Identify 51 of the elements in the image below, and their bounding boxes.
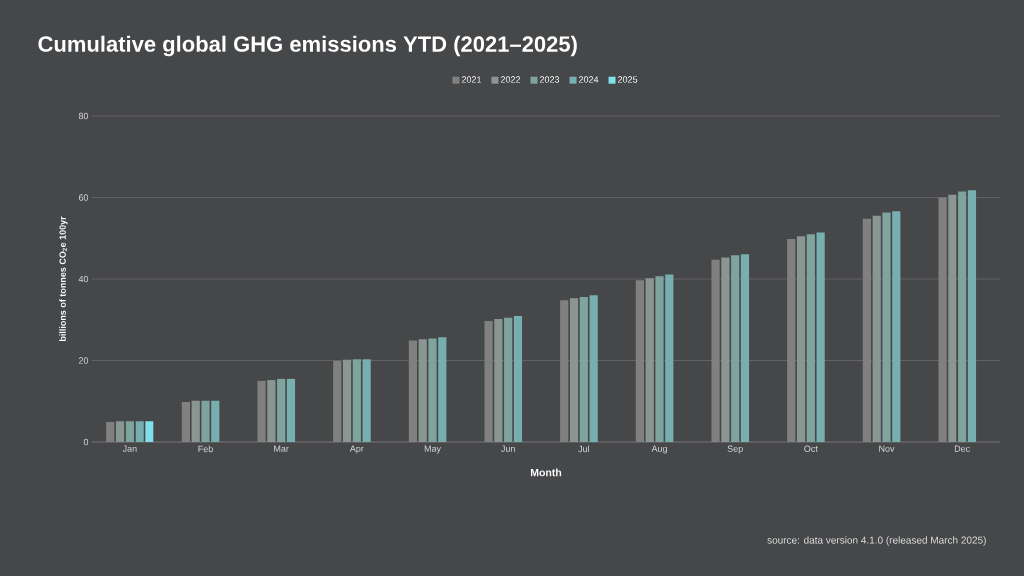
x-tick-label: Aug <box>651 445 667 454</box>
y-tick-label: 0 <box>83 438 89 446</box>
x-axis-title: Month <box>530 468 562 477</box>
bar <box>277 378 286 442</box>
bar <box>352 359 361 442</box>
source-note: source: data version 4.1.0 (released March 2025) <box>767 536 986 546</box>
x-tick-label: Mar <box>274 445 289 452</box>
bar <box>655 276 664 442</box>
bar <box>731 255 740 442</box>
x-tick-label: Jun <box>501 445 515 452</box>
legend-label: 2023 <box>539 76 560 83</box>
bar <box>892 211 901 442</box>
x-tick-label: Jan <box>122 445 137 452</box>
legend-label: 2022 <box>500 76 521 83</box>
x-tick-label: Oct <box>804 445 818 452</box>
bar <box>589 295 598 442</box>
chart-title: Cumulative global GHG emissions YTD (2021–2025) <box>38 35 577 57</box>
y-tick-label: 40 <box>78 275 89 283</box>
legend-label: 2024 <box>578 76 599 83</box>
x-tick-label: Sep <box>727 445 743 454</box>
legend-label: 2021 <box>461 76 482 83</box>
x-tick-label: Nov <box>879 445 895 452</box>
x-tick-label: Apr <box>349 445 364 454</box>
bar <box>504 317 513 442</box>
legend-label: 2025 <box>617 76 638 83</box>
x-tick-label: May <box>424 445 441 454</box>
bar <box>806 234 815 442</box>
y-tick-label: 20 <box>78 357 89 364</box>
bar <box>740 254 750 442</box>
x-tick-label: Dec <box>954 445 970 452</box>
bar <box>286 378 296 442</box>
y-tick-label: 60 <box>78 194 89 201</box>
bar <box>967 190 977 442</box>
bar <box>665 274 674 442</box>
bar <box>816 232 825 442</box>
bar <box>201 400 210 442</box>
bar <box>958 191 967 442</box>
y-tick-label: 80 <box>78 112 89 120</box>
bar <box>438 337 447 442</box>
bar <box>145 421 154 442</box>
y-axis-title: billions of tonnes CO$_{2}$e 100yr <box>59 216 68 342</box>
bar <box>135 421 144 442</box>
bar <box>428 338 437 442</box>
x-tick-label: Feb <box>198 445 213 453</box>
bar <box>125 421 134 442</box>
bar <box>513 316 523 442</box>
bar <box>362 359 371 442</box>
bar <box>211 400 220 442</box>
bar <box>882 212 891 442</box>
x-tick-label: Jul <box>578 445 589 453</box>
bar <box>579 296 588 442</box>
